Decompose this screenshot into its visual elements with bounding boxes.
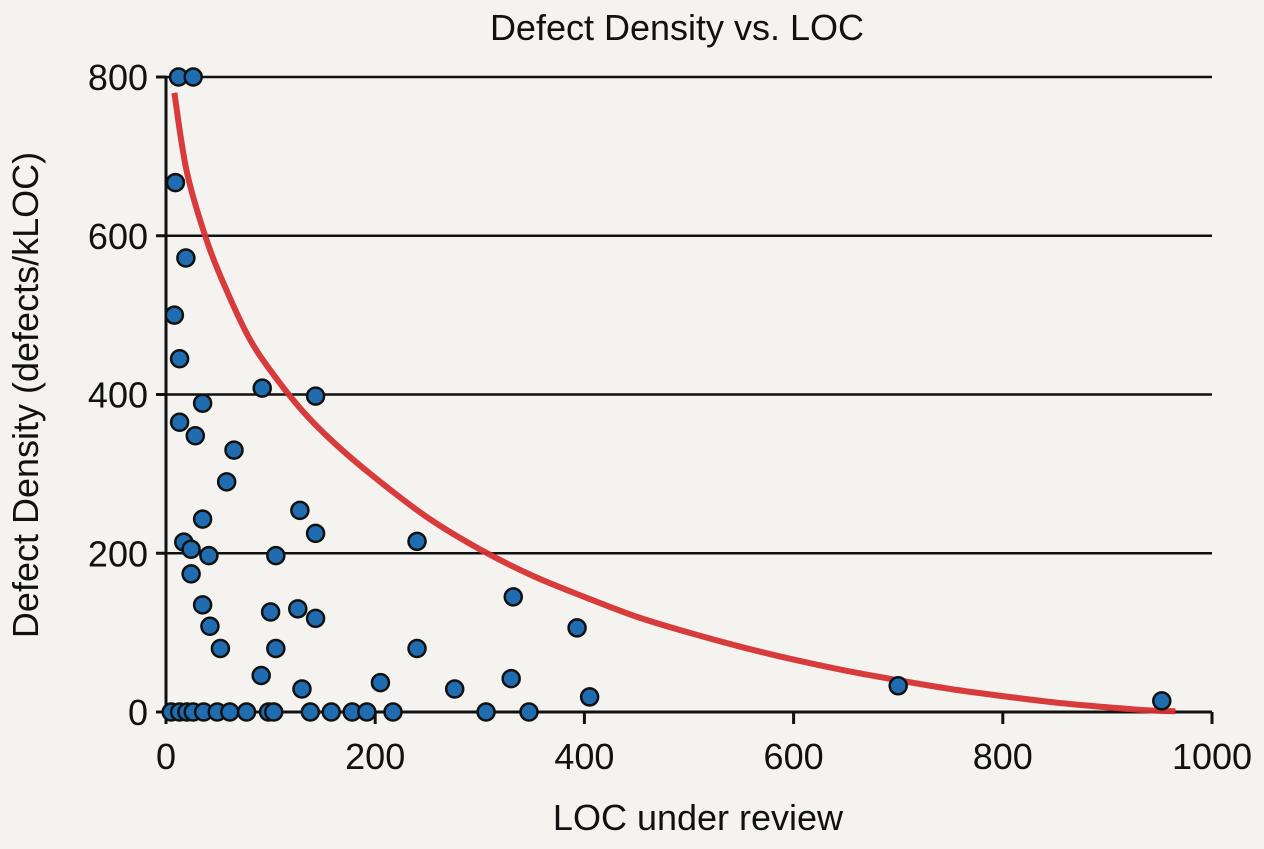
data-point [252, 378, 272, 398]
data-point [266, 638, 286, 659]
data-point [183, 67, 203, 87]
data-point [501, 668, 521, 689]
data-point [1152, 691, 1172, 711]
data-point [519, 702, 539, 722]
data-point [176, 248, 196, 268]
data-point [192, 595, 213, 615]
y-tick-label: 800 [88, 57, 148, 98]
data-point [185, 426, 206, 446]
fit-curve [171, 92, 1176, 715]
data-point [292, 679, 312, 699]
data-point [288, 599, 308, 619]
data-point [305, 523, 326, 544]
x-tick-label: 200 [345, 736, 405, 777]
data-point [200, 616, 220, 637]
data-point [263, 702, 284, 722]
data-point [260, 602, 281, 622]
data-point [220, 702, 240, 722]
data-point [300, 702, 321, 722]
data-point [181, 564, 201, 584]
x-tick-label: 1000 [1172, 736, 1252, 777]
fit-curve-layer [171, 92, 1176, 715]
x-tick-label: 0 [156, 736, 176, 777]
points-layer [161, 67, 1172, 722]
data-point [357, 702, 377, 722]
data-point [305, 608, 326, 629]
x-tick-label: 400 [554, 736, 614, 777]
data-point [164, 305, 185, 325]
data-point [251, 665, 271, 686]
data-point [169, 349, 190, 369]
y-tick-label: 400 [88, 375, 148, 416]
data-point [224, 440, 244, 460]
data-point [567, 618, 587, 638]
data-point [476, 702, 496, 722]
data-point [165, 172, 186, 193]
data-point [321, 702, 342, 722]
data-point [169, 412, 190, 433]
x-tick-label: 600 [764, 736, 824, 777]
data-point [888, 676, 908, 696]
y-tick-label: 200 [88, 533, 148, 574]
data-point [503, 587, 524, 607]
data-point [579, 687, 600, 707]
ticks: 0 200 400 600 800 0 200 400 600 800 1000 [88, 57, 1252, 777]
data-point [305, 386, 326, 406]
data-point [181, 539, 201, 560]
data-point [199, 545, 219, 566]
data-point [266, 545, 286, 566]
y-tick-label: 600 [88, 216, 148, 257]
data-point [370, 672, 391, 693]
x-tick-label: 800 [973, 736, 1033, 777]
y-tick-label: 0 [128, 692, 148, 733]
data-point [407, 531, 427, 552]
data-point [192, 393, 213, 413]
x-axis-label: LOC under review [553, 797, 844, 838]
y-axis-label: Defect Density (defects/kLOC) [5, 152, 46, 638]
data-point [290, 500, 310, 521]
data-point [407, 638, 427, 659]
data-point [216, 472, 237, 492]
data-point [210, 638, 231, 659]
chart-title: Defect Density vs. LOC [490, 7, 864, 48]
data-point [444, 679, 465, 699]
data-point [383, 702, 403, 722]
data-point [236, 702, 257, 722]
gridlines [166, 75, 1212, 555]
data-point [192, 509, 213, 529]
